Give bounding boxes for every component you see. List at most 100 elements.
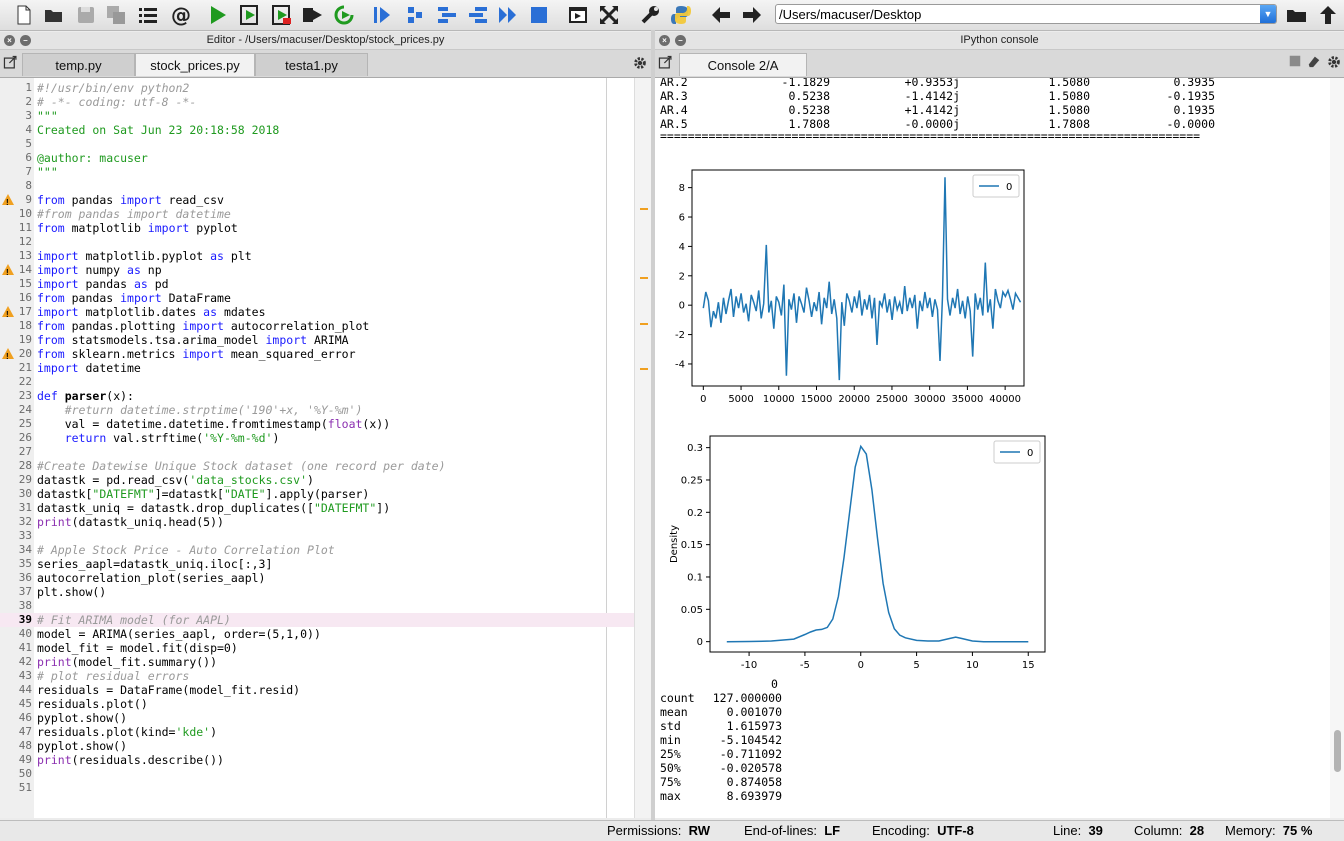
code-line[interactable]: 18 from pandas.plotting import autocorrel… <box>0 319 634 333</box>
code-line[interactable]: 28 #Create Datewise Unique Stock dataset … <box>0 459 634 473</box>
code-line[interactable]: 31 datastk_uniq = datastk.drop_duplicates… <box>0 501 634 515</box>
code-line[interactable]: 12 <box>0 235 634 249</box>
run-cell-advance-icon[interactable] <box>270 3 294 27</box>
code-line[interactable]: 2 # -*- coding: utf-8 -*- <box>0 95 634 109</box>
code-line[interactable]: 34 # Apple Stock Price - Auto Correlation… <box>0 543 634 557</box>
stop-icon[interactable] <box>527 3 551 27</box>
code-line[interactable]: 41 model_fit = model.fit(disp=0) <box>0 641 634 655</box>
working-directory-combobox[interactable]: ▼ <box>775 4 1277 24</box>
code-editor[interactable]: 1 #!/usr/bin/env python2 2 # -*- coding: ut… <box>0 78 652 818</box>
wrench-icon[interactable] <box>638 3 662 27</box>
run-selection-icon[interactable] <box>300 3 324 27</box>
code-line[interactable]: 4 Created on Sat Jun 23 20:18:58 2018 <box>0 123 634 137</box>
ipython-console[interactable]: AR.2 -1.1829 +0.9353j 1.5080 0.3935 AR.3 0.523… <box>655 78 1344 818</box>
browse-folder-icon[interactable] <box>1285 3 1309 27</box>
parent-directory-icon[interactable] <box>1316 3 1340 27</box>
step-over-icon[interactable] <box>496 3 520 27</box>
pane-splitter[interactable] <box>651 30 655 820</box>
tab-testa1-py[interactable]: testa1.py <box>255 53 368 76</box>
code-line[interactable]: 11 from matplotlib import pyplot <box>0 221 634 235</box>
tab-console-2a[interactable]: Console 2/A <box>679 53 807 76</box>
code-line[interactable]: 16 from pandas import DataFrame <box>0 291 634 305</box>
warning-marker[interactable] <box>640 368 648 370</box>
code-line[interactable]: 7 """ <box>0 165 634 179</box>
warning-marker[interactable] <box>640 208 648 210</box>
browse-tabs-icon[interactable] <box>0 52 22 74</box>
code-line[interactable]: 3 """ <box>0 109 634 123</box>
stop-kernel-icon[interactable] <box>1287 53 1303 69</box>
close-pane-icon[interactable]: × <box>4 35 15 46</box>
code-line[interactable]: 25 val = datetime.datetime.fromtimestamp… <box>0 417 634 431</box>
code-line[interactable]: 44 residuals = DataFrame(model_fit.resid) <box>0 683 634 697</box>
debug-icon[interactable] <box>435 3 459 27</box>
python-icon[interactable] <box>669 3 693 27</box>
at-icon[interactable]: @ <box>168 3 192 27</box>
new-file-icon[interactable] <box>12 3 36 27</box>
code-line[interactable]: 24 #return datetime.strptime('190'+x, '%… <box>0 403 634 417</box>
indent-icon[interactable] <box>466 3 490 27</box>
tab-stock-prices-py[interactable]: stock_prices.py <box>135 53 255 76</box>
run-cell-icon[interactable] <box>238 3 262 27</box>
code-line[interactable]: 21 import datetime <box>0 361 634 375</box>
working-directory-input[interactable] <box>779 6 1249 22</box>
code-line[interactable]: 43 # plot residual errors <box>0 669 634 683</box>
run-icon[interactable] <box>206 3 230 27</box>
list-icon[interactable] <box>136 3 160 27</box>
browse-tabs-icon[interactable] <box>655 52 677 74</box>
code-line[interactable]: 19 from statsmodels.tsa.arima_model impor… <box>0 333 634 347</box>
code-line[interactable]: 30 datastk["DATEFMT"]=datastk["DATE"].app… <box>0 487 634 501</box>
code-line[interactable]: 38 <box>0 599 634 613</box>
continue-icon[interactable] <box>403 3 427 27</box>
code-line[interactable]: 32 print(datastk_uniq.head(5)) <box>0 515 634 529</box>
code-line[interactable]: 1 #!/usr/bin/env python2 <box>0 81 634 95</box>
code-line[interactable]: 47 residuals.plot(kind='kde') <box>0 725 634 739</box>
code-line[interactable]: 49 print(residuals.describe()) <box>0 753 634 767</box>
editor-scrollbar[interactable] <box>634 78 652 818</box>
code-line[interactable]: 46 pyplot.show() <box>0 711 634 725</box>
code-line[interactable]: 33 <box>0 529 634 543</box>
code-line[interactable]: 50 <box>0 767 634 781</box>
save-all-icon[interactable] <box>104 3 128 27</box>
code-line[interactable]: 39 # Fit ARIMA model (for AAPL) <box>0 613 634 627</box>
code-line[interactable]: 13 import matplotlib.pyplot as plt <box>0 249 634 263</box>
code-line[interactable]: 48 pyplot.show() <box>0 739 634 753</box>
step-icon[interactable] <box>370 3 394 27</box>
chevron-down-icon[interactable]: ▼ <box>1260 5 1276 23</box>
open-folder-icon[interactable] <box>42 3 66 27</box>
code-line[interactable]: ! 20 from sklearn.metrics import mean_squa… <box>0 347 634 361</box>
warning-icon[interactable]: ! <box>2 348 14 361</box>
code-line[interactable]: ! 17 import matplotlib.dates as mdates <box>0 305 634 319</box>
code-line[interactable]: 35 series_aapl=datastk_uniq.iloc[:,3] <box>0 557 634 571</box>
code-line[interactable]: 29 datastk = pd.read_csv('data_stocks.csv… <box>0 473 634 487</box>
code-line[interactable]: 26 return val.strftime('%Y-%m-%d') <box>0 431 634 445</box>
gear-icon[interactable] <box>1325 53 1343 71</box>
code-line[interactable]: 8 <box>0 179 634 193</box>
undock-pane-icon[interactable]: – <box>675 35 686 46</box>
code-line[interactable]: 22 <box>0 375 634 389</box>
code-lines[interactable]: 1 #!/usr/bin/env python2 2 # -*- coding: ut… <box>0 81 634 795</box>
eraser-icon[interactable] <box>1306 53 1322 69</box>
code-line[interactable]: 15 import pandas as pd <box>0 277 634 291</box>
warning-marker[interactable] <box>640 277 648 279</box>
code-line[interactable]: ! 14 import numpy as np <box>0 263 634 277</box>
code-line[interactable]: ! 9 from pandas import read_csv <box>0 193 634 207</box>
tab-temp-py[interactable]: temp.py <box>22 53 135 76</box>
code-line[interactable]: 5 <box>0 137 634 151</box>
gear-icon[interactable] <box>630 53 650 73</box>
warning-icon[interactable]: ! <box>2 264 14 277</box>
code-line[interactable]: 51 <box>0 781 634 795</box>
rerun-icon[interactable] <box>332 3 356 27</box>
scrollbar-thumb[interactable] <box>1334 730 1341 772</box>
console-scrollbar[interactable] <box>1330 78 1344 818</box>
code-line[interactable]: 42 print(model_fit.summary()) <box>0 655 634 669</box>
fullscreen-icon[interactable] <box>597 3 621 27</box>
undock-pane-icon[interactable]: – <box>20 35 31 46</box>
close-pane-icon[interactable]: × <box>659 35 670 46</box>
forward-arrow-icon[interactable] <box>740 3 764 27</box>
code-line[interactable]: 6 @author: macuser <box>0 151 634 165</box>
code-line[interactable]: 40 model = ARIMA(series_aapl, order=(5,1,… <box>0 627 634 641</box>
code-line[interactable]: 10 #from pandas import datetime <box>0 207 634 221</box>
code-line[interactable]: 36 autocorrelation_plot(series_aapl) <box>0 571 634 585</box>
back-arrow-icon[interactable] <box>709 3 733 27</box>
warning-marker[interactable] <box>640 323 648 325</box>
